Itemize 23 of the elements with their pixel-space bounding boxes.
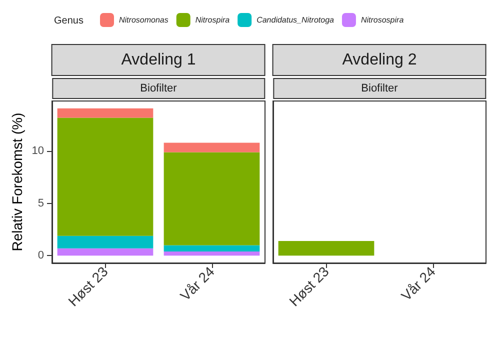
y-axis-title: Relativ Forekomst (%): [9, 112, 25, 252]
bar: [164, 245, 260, 252]
bar: [57, 108, 154, 118]
bar: [57, 236, 154, 248]
x-tick-label: Vår 24: [398, 263, 439, 304]
bar: [57, 118, 154, 236]
y-tick-label: 0: [38, 250, 44, 262]
legend-label: Nitrosospira: [360, 16, 404, 24]
bar: [164, 152, 260, 246]
bar: [164, 252, 260, 256]
y-tick-label: 5: [38, 197, 44, 210]
bar: [164, 142, 260, 152]
chart-subtitle: Biofilter: [361, 82, 398, 94]
x-tick-label: Vår 24: [176, 263, 218, 304]
legend-label: Candidatus_Nitrotoga: [256, 16, 335, 24]
legend-label: Nitrosomonas: [119, 16, 168, 24]
legend-label: Nitrospira: [195, 16, 230, 24]
y-tick-label: 10: [32, 145, 44, 158]
chart-subtitle: Biofilter: [140, 82, 178, 94]
chart-title: Avdeling 1: [121, 52, 196, 68]
legend-title: Genus: [54, 16, 84, 26]
bar: [57, 248, 154, 256]
chart-title: Avdeling 2: [342, 52, 417, 68]
